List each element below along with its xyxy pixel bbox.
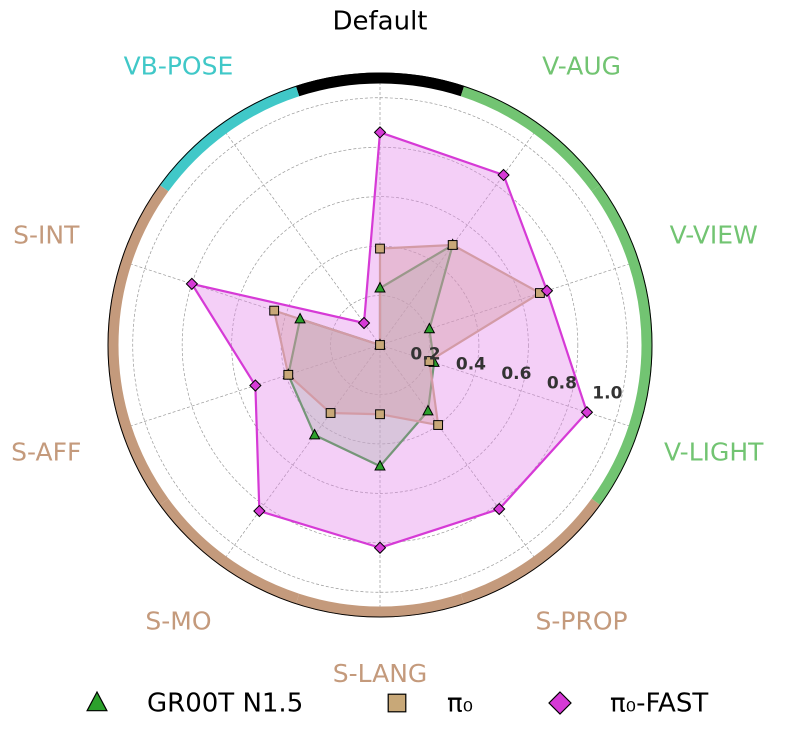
- marker: [375, 409, 385, 420]
- marker: [283, 369, 294, 380]
- category-arc: [107, 184, 169, 346]
- marker: [253, 504, 266, 518]
- category-arc: [295, 72, 465, 97]
- r-tick-label: 1.0: [592, 383, 622, 403]
- marker: [374, 459, 386, 471]
- spoke: [379, 124, 541, 346]
- marker: [86, 690, 108, 712]
- frame: [107, 72, 653, 618]
- category-label: V-AUG: [542, 52, 621, 81]
- marker: [185, 277, 199, 291]
- category-arc: [460, 498, 601, 605]
- spoke: [379, 344, 541, 566]
- category-label: S-MO: [145, 606, 211, 635]
- marker: [294, 312, 306, 324]
- marker: [269, 305, 280, 316]
- spoke: [379, 260, 639, 346]
- marker: [375, 340, 385, 350]
- category-label: S-AFF: [11, 437, 81, 466]
- category-label: VB-POSE: [124, 52, 234, 81]
- category-label: S-PROP: [536, 606, 628, 635]
- legend-label: π₀-FAST: [610, 689, 708, 719]
- marker: [374, 281, 386, 293]
- marker: [308, 428, 321, 440]
- category-label: V-LIGHT: [664, 437, 764, 466]
- spoke: [219, 124, 381, 346]
- marker: [540, 284, 554, 297]
- chart-title: Default: [333, 7, 428, 37]
- marker: [422, 404, 434, 416]
- r-tick-label: 0.6: [501, 364, 531, 384]
- category-arc: [159, 85, 300, 192]
- category-label: V-VIEW: [670, 221, 758, 250]
- spoke: [219, 344, 381, 566]
- marker: [249, 379, 262, 392]
- category-arc: [107, 344, 169, 506]
- marker: [447, 240, 458, 250]
- category-arc: [295, 593, 465, 618]
- spoke: [121, 344, 381, 430]
- marker: [387, 693, 407, 713]
- marker: [548, 691, 572, 715]
- marker: [373, 126, 387, 139]
- marker: [325, 408, 336, 418]
- spoke: [379, 344, 639, 430]
- category-arc: [591, 184, 653, 346]
- legend-label: π₀: [447, 689, 473, 719]
- marker: [433, 420, 444, 430]
- grid-circle: [132, 97, 628, 593]
- marker: [497, 168, 510, 182]
- legend-label: GR00T N1.5: [147, 689, 303, 719]
- marker: [423, 322, 436, 334]
- marker: [580, 406, 594, 419]
- category-label: S-INT: [13, 221, 80, 250]
- category-label: S-LANG: [333, 659, 428, 688]
- r-tick-label: 0.4: [456, 354, 486, 374]
- category-arc: [591, 344, 653, 506]
- r-tick-label: 0.8: [547, 374, 577, 394]
- category-arc: [159, 498, 300, 605]
- marker: [424, 356, 435, 366]
- marker: [357, 316, 371, 330]
- r-tick-label: 0.2: [410, 345, 440, 365]
- marker: [373, 541, 387, 554]
- marker: [375, 243, 385, 254]
- marker: [492, 502, 506, 516]
- category-arc: [460, 85, 601, 192]
- grid-circle: [231, 196, 529, 494]
